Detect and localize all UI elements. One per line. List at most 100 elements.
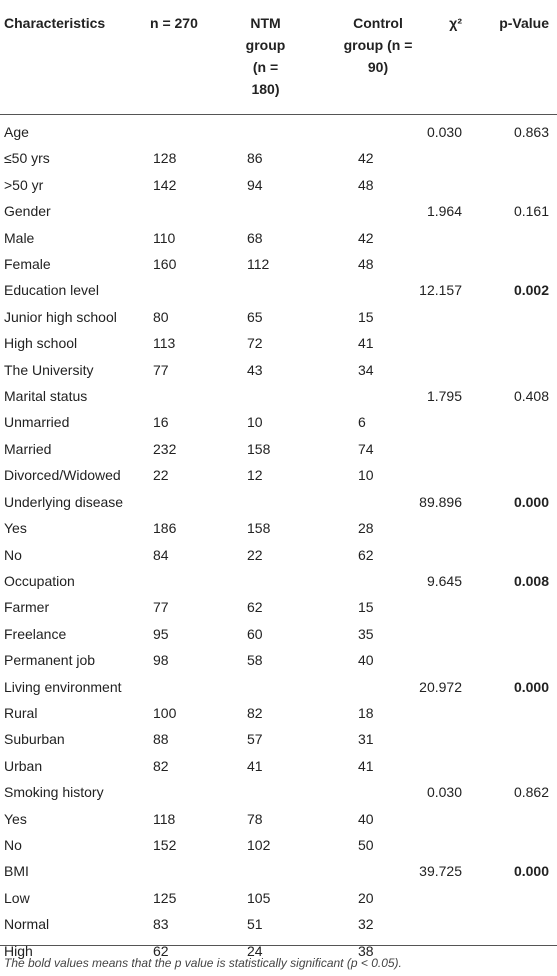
table-row: Yes 118 78 40 — [0, 806, 557, 832]
table-cell — [418, 145, 468, 171]
table-row: Yes 186 158 28 — [0, 515, 557, 541]
table-cell — [338, 779, 418, 805]
table-cell: 15 — [358, 599, 374, 616]
table-cell: 32 — [358, 916, 374, 933]
table-cell: 51 — [247, 916, 263, 933]
table-cell: 31 — [358, 731, 374, 748]
table-cell: 40 — [358, 652, 374, 669]
table-cell — [468, 594, 557, 620]
table-cell — [418, 647, 468, 673]
table-cell: 0.862 — [513, 784, 549, 801]
table-cell — [468, 462, 557, 488]
table-cell — [148, 674, 243, 700]
table-cell: Female — [4, 256, 51, 273]
table-cell: 0.000 — [513, 678, 549, 695]
table-cell: Education level — [4, 282, 99, 299]
table-cell — [338, 198, 418, 224]
table-row: No 84 22 62 — [0, 542, 557, 568]
table-row: Male 110 68 42 — [0, 225, 557, 251]
table-cell: 1.795 — [426, 388, 462, 405]
footnote: The bold values means that the p value i… — [4, 956, 402, 970]
table-cell — [468, 832, 557, 858]
table-row: Female 160 112 48 — [0, 251, 557, 277]
table-cell — [418, 542, 468, 568]
table-cell — [468, 621, 557, 647]
header-cell: p-Value — [468, 0, 557, 115]
table-cell — [468, 330, 557, 356]
table-cell: 68 — [247, 229, 263, 246]
table-cell — [468, 515, 557, 541]
table-cell: 35 — [358, 625, 374, 642]
table-cell — [148, 489, 243, 515]
table-cell: 9.645 — [426, 572, 462, 589]
table-cell — [418, 225, 468, 251]
table-cell: Unmarried — [4, 414, 70, 431]
table-cell: 22 — [247, 546, 263, 563]
table-cell — [243, 489, 338, 515]
table-cell — [418, 753, 468, 779]
table-cell: 0.161 — [513, 203, 549, 220]
table-cell — [148, 277, 243, 303]
table-cell — [338, 674, 418, 700]
table-cell: 62 — [247, 599, 263, 616]
table-cell: Low — [4, 889, 30, 906]
header-cell: n = 270 — [148, 0, 243, 115]
table-cell: 20.972 — [419, 678, 462, 695]
table-cell: Underlying disease — [4, 493, 124, 510]
table-row: Divorced/Widowed 22 12 10 — [0, 462, 557, 488]
table-cell — [468, 911, 557, 937]
table-cell: 86 — [247, 150, 263, 167]
table-cell: 77 — [153, 599, 169, 616]
table-header: Characteristics n = 270 NTM group (n = 180… — [0, 0, 557, 115]
table-row: High school 113 72 41 — [0, 330, 557, 356]
table-cell — [243, 198, 338, 224]
table-cell: Rural — [4, 704, 38, 721]
table-cell — [338, 489, 418, 515]
table-cell — [418, 726, 468, 752]
table-cell — [468, 409, 557, 435]
table-cell: 10 — [247, 414, 263, 431]
table-cell: >50 yr — [4, 176, 44, 193]
table-cell: 118 — [153, 810, 176, 827]
table-cell: 112 — [247, 256, 270, 273]
table-cell: 60 — [247, 625, 263, 642]
table-row: Normal 83 51 32 — [0, 911, 557, 937]
table-body: Age 0.030 0.863 ≤50 yrs 128 86 42 >50 yr 142 94 48… — [0, 115, 557, 965]
table-row: Occupation 9.645 0.008 — [0, 568, 557, 594]
table-cell: ≤50 yrs — [4, 150, 50, 167]
table-cell — [418, 357, 468, 383]
table-cell: 6 — [358, 414, 366, 431]
table-cell: 0.002 — [513, 282, 549, 299]
table-cell — [243, 779, 338, 805]
table-row: Married 232 158 74 — [0, 436, 557, 462]
table-cell: 42 — [358, 229, 374, 246]
table-row: ≤50 yrs 128 86 42 — [0, 145, 557, 171]
table-cell — [418, 594, 468, 620]
table-cell: 16 — [153, 414, 169, 431]
table-cell — [468, 726, 557, 752]
table-row: Urban 82 41 41 — [0, 753, 557, 779]
table-cell — [243, 383, 338, 409]
table-cell — [243, 674, 338, 700]
table-row: Suburban 88 57 31 — [0, 726, 557, 752]
table-cell: Smoking history — [4, 784, 104, 801]
table-cell: 62 — [358, 546, 374, 563]
table-cell — [418, 436, 468, 462]
table-cell — [468, 304, 557, 330]
table-cell: 48 — [358, 256, 374, 273]
table-cell: 57 — [247, 731, 263, 748]
table-cell: Male — [4, 229, 35, 246]
table-cell: 0.408 — [513, 388, 549, 405]
table-cell — [418, 330, 468, 356]
table-cell — [418, 806, 468, 832]
header-cell: χ² — [418, 0, 468, 115]
table-cell: 88 — [153, 731, 169, 748]
table-cell: 77 — [153, 361, 169, 378]
table-cell — [338, 858, 418, 884]
table-cell: 74 — [358, 440, 374, 457]
table-cell: Age — [4, 124, 29, 140]
table-row: >50 yr 142 94 48 — [0, 172, 557, 198]
table-cell: 39.725 — [419, 863, 462, 880]
table-cell — [148, 568, 243, 594]
